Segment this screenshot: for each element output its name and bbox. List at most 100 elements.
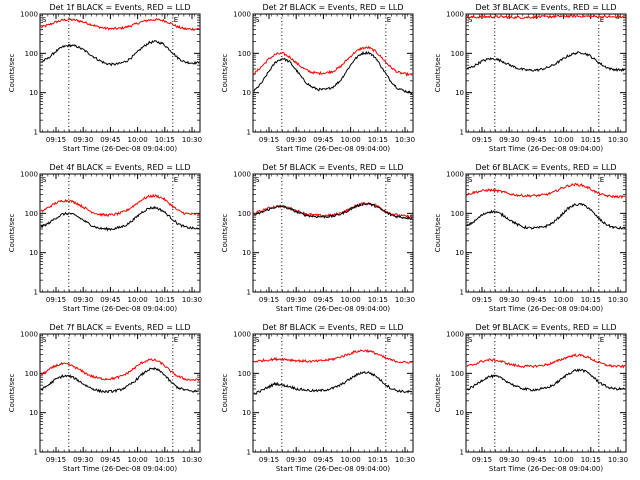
series-line-lld <box>466 353 626 369</box>
series-line-lld <box>253 201 413 219</box>
x-tick-label: 09:15 <box>472 136 492 144</box>
y-tick-label: 1 <box>460 449 464 457</box>
y-tick-label: 1000 <box>446 11 464 19</box>
x-tick-label: 10:15 <box>155 456 175 464</box>
x-tick-label: 10:00 <box>341 296 361 304</box>
x-tick-label: 10:15 <box>581 136 601 144</box>
x-tick-label: 09:15 <box>259 136 279 144</box>
y-tick-label: 10 <box>455 409 464 417</box>
start-marker: S <box>468 16 473 24</box>
series-line-events <box>466 51 626 73</box>
x-tick-label: 10:15 <box>155 296 175 304</box>
panel-det-9: Det 9f BLACK = Events, RED = LLD 1 10 100 10… <box>434 323 628 473</box>
x-tick-label: 09:15 <box>46 456 66 464</box>
y-tick-label: 1 <box>34 449 38 457</box>
plot-frame <box>39 173 201 293</box>
x-tick-label: 09:45 <box>526 296 546 304</box>
panel-det-8: Det 8f BLACK = Events, RED = LLD 1 10 100 10… <box>221 323 415 473</box>
x-tick-label: 10:00 <box>554 136 574 144</box>
end-marker: E <box>174 336 178 344</box>
y-tick-label: 100 <box>238 370 251 378</box>
plot-frame <box>465 13 627 133</box>
plot-frame <box>252 333 414 453</box>
x-tick-label: 10:00 <box>128 456 148 464</box>
plot-frame <box>465 333 627 453</box>
panel-title: Det 3f BLACK = Events, RED = LLD <box>475 3 616 12</box>
y-tick-label: 1 <box>34 289 38 297</box>
x-tick-label: 09:45 <box>100 456 120 464</box>
x-axis-label: Start Time (26-Dec-08 09:04:00) <box>63 305 177 313</box>
y-tick-label: 10 <box>242 409 251 417</box>
panel-det-5: Det 5f BLACK = Events, RED = LLD 1 10 100 10… <box>221 163 415 313</box>
panel-title: Det 2f BLACK = Events, RED = LLD <box>262 3 403 12</box>
start-marker: S <box>468 176 473 184</box>
y-tick-label: 100 <box>25 50 38 58</box>
x-tick-label: 09:45 <box>526 136 546 144</box>
x-tick-label: 09:15 <box>259 456 279 464</box>
y-axis-label: Counts/sec <box>434 54 442 93</box>
x-tick-label: 10:30 <box>395 456 415 464</box>
series-line-lld <box>466 13 626 20</box>
x-axis-label: Start Time (26-Dec-08 09:04:00) <box>489 145 603 153</box>
x-tick-label: 10:15 <box>581 296 601 304</box>
x-tick-label: 09:30 <box>286 296 306 304</box>
start-marker: S <box>255 176 260 184</box>
y-axis-label: Counts/sec <box>221 374 229 413</box>
series-line-events <box>253 50 413 95</box>
end-marker: E <box>600 336 604 344</box>
x-tick-label: 09:30 <box>73 136 93 144</box>
x-tick-label: 09:30 <box>286 136 306 144</box>
x-axis-label: Start Time (26-Dec-08 09:04:00) <box>489 305 603 313</box>
x-tick-label: 09:15 <box>46 296 66 304</box>
x-tick-label: 09:30 <box>499 136 519 144</box>
x-axis-label: Start Time (26-Dec-08 09:04:00) <box>276 145 390 153</box>
y-tick-label: 10 <box>242 249 251 257</box>
y-axis-label: Counts/sec <box>8 374 16 413</box>
y-tick-label: 100 <box>25 370 38 378</box>
end-marker: E <box>600 16 604 24</box>
y-tick-label: 100 <box>451 210 464 218</box>
start-marker: S <box>42 336 47 344</box>
x-tick-label: 10:30 <box>182 296 202 304</box>
panel-title: Det 5f BLACK = Events, RED = LLD <box>262 163 403 172</box>
x-tick-label: 09:45 <box>100 296 120 304</box>
x-tick-label: 10:15 <box>368 456 388 464</box>
plot-frame <box>465 173 627 293</box>
series-line-lld <box>466 182 626 200</box>
y-axis-label: Counts/sec <box>221 214 229 253</box>
x-tick-label: 09:45 <box>526 456 546 464</box>
y-tick-label: 1000 <box>20 171 38 179</box>
x-tick-label: 09:30 <box>499 296 519 304</box>
y-tick-label: 1 <box>247 449 251 457</box>
end-marker: E <box>174 176 178 184</box>
x-tick-label: 10:15 <box>368 136 388 144</box>
x-tick-label: 10:00 <box>341 456 361 464</box>
panel-det-3: Det 3f BLACK = Events, RED = LLD 1 10 100 10… <box>434 3 628 153</box>
x-tick-label: 09:30 <box>499 456 519 464</box>
y-tick-label: 10 <box>455 249 464 257</box>
y-tick-label: 1000 <box>20 331 38 339</box>
x-tick-label: 09:45 <box>313 296 333 304</box>
y-axis-label: Counts/sec <box>434 374 442 413</box>
start-marker: S <box>255 16 260 24</box>
x-tick-label: 09:15 <box>472 296 492 304</box>
x-tick-label: 09:45 <box>100 136 120 144</box>
x-tick-label: 10:30 <box>608 296 628 304</box>
start-marker: S <box>468 336 473 344</box>
panel-title: Det 1f BLACK = Events, RED = LLD <box>49 3 190 12</box>
series-line-events <box>253 370 413 395</box>
panel-title: Det 8f BLACK = Events, RED = LLD <box>262 323 403 332</box>
x-tick-label: 10:30 <box>395 136 415 144</box>
plot-frame <box>252 13 414 133</box>
plot-frame <box>252 173 414 293</box>
y-tick-label: 1000 <box>446 171 464 179</box>
series-line-lld <box>253 348 413 364</box>
plot-frame <box>39 13 201 133</box>
series-line-events <box>40 205 200 232</box>
x-tick-label: 10:00 <box>554 296 574 304</box>
end-marker: E <box>387 176 391 184</box>
series-line-events <box>466 368 626 392</box>
x-tick-label: 10:30 <box>182 456 202 464</box>
panel-det-1: Det 1f BLACK = Events, RED = LLD 1 10 100 10… <box>8 3 202 153</box>
x-tick-label: 09:30 <box>73 456 93 464</box>
